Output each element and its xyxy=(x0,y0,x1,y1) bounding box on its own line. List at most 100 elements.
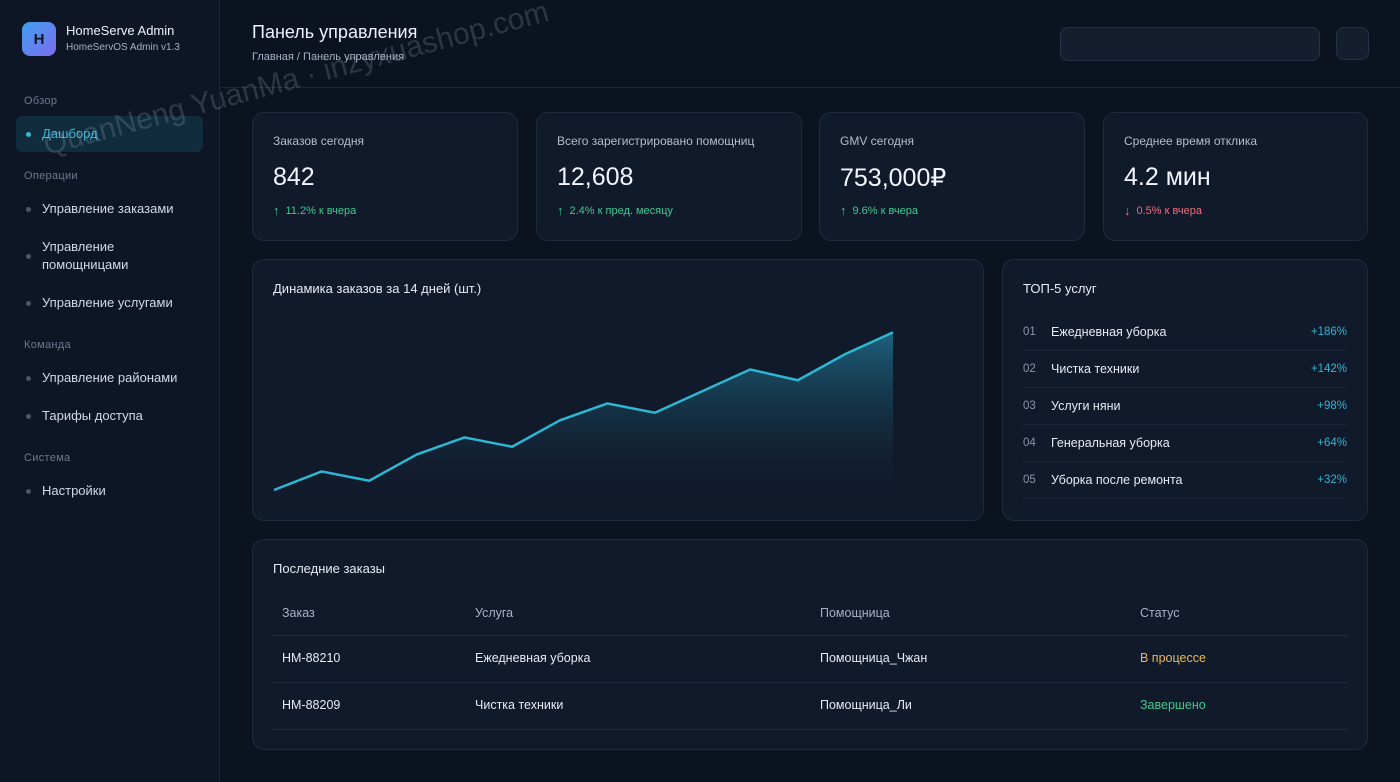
arrow-down-icon: ↓ xyxy=(1124,203,1131,218)
bullet-icon xyxy=(26,375,31,381)
nav-section-team: Команда xyxy=(24,339,71,351)
nav-section-overview: Обзор xyxy=(24,95,58,107)
list-item[interactable]: 04 Генеральная уборка +64% xyxy=(1023,425,1347,462)
service-name: Ежедневная уборка xyxy=(1051,325,1167,339)
brand-title: HomeServe Admin xyxy=(66,23,175,38)
kpi-card-gmv-today: GMV сегодня 753,000₽ ↑ 9.6% к вчера xyxy=(819,112,1085,241)
kpi-trend: ↑ 2.4% к пред. месяцу xyxy=(557,203,673,218)
sidebar-item-label: Управление помощницами xyxy=(42,239,129,272)
kpi-card-response-time: Среднее время отклика 4.2 мин ↓ 0.5% к в… xyxy=(1103,112,1368,241)
kpi-label: Заказов сегодня xyxy=(273,134,365,148)
kpi-trend: ↑ 11.2% к вчера xyxy=(273,203,356,218)
kpi-label: GMV сегодня xyxy=(840,134,914,148)
rank: 05 xyxy=(1023,474,1036,486)
sidebar-item-districts[interactable]: Управление районами xyxy=(16,369,203,387)
sidebar-item-label: Управление услугами xyxy=(42,295,173,310)
sidebar-item-services[interactable]: Управление услугами xyxy=(16,294,203,312)
kpi-trend-text: 9.6% к вчера xyxy=(852,204,918,217)
orders-area-chart xyxy=(273,331,894,492)
arrow-up-icon: ↑ xyxy=(557,203,564,218)
brand-subtitle: HomeServOS Admin v1.3 xyxy=(66,42,180,53)
top-services-card: ТОП-5 услуг 01 Ежедневная уборка +186% 0… xyxy=(1002,259,1368,521)
kpi-value: 753,000₽ xyxy=(840,164,947,192)
kpi-card-helpers-total: Всего зарегистрировано помощниц 12,608 ↑… xyxy=(536,112,802,241)
sidebar-item-dashboard[interactable]: Дашборд xyxy=(16,116,203,152)
series-line xyxy=(273,331,894,492)
bullet-icon xyxy=(26,253,31,259)
column-header-helper: Помощница xyxy=(820,606,890,620)
kpi-trend-text: 0.5% к вчера xyxy=(1136,204,1202,217)
bullet-icon xyxy=(26,300,31,306)
header-action-button[interactable] xyxy=(1336,27,1369,60)
bullet-icon xyxy=(26,131,31,137)
arrow-up-icon: ↑ xyxy=(273,203,280,218)
sidebar-item-label: Управление районами xyxy=(42,370,178,385)
kpi-trend: ↓ 0.5% к вчера xyxy=(1124,203,1202,218)
column-header-order: Заказ xyxy=(282,606,315,620)
divider xyxy=(273,682,1347,683)
kpi-label: Всего зарегистрировано помощниц xyxy=(557,134,755,148)
sidebar-item-settings[interactable]: Настройки xyxy=(16,482,203,500)
order-helper: Помощница_Чжан xyxy=(820,651,928,665)
page-title: Панель управления xyxy=(252,22,418,42)
kpi-value: 4.2 мин xyxy=(1124,163,1211,191)
service-name: Уборка после ремонта xyxy=(1051,473,1183,487)
service-name: Услуги няни xyxy=(1051,399,1121,413)
recent-orders-card: Последние заказы Заказ Услуга Помощница … xyxy=(252,539,1368,750)
kpi-trend: ↑ 9.6% к вчера xyxy=(840,203,918,218)
kpi-value: 842 xyxy=(273,163,315,191)
service-name: Генеральная уборка xyxy=(1051,436,1170,450)
service-growth: +186% xyxy=(1310,326,1347,338)
rank: 04 xyxy=(1023,437,1036,449)
divider xyxy=(273,729,1347,730)
nav-section-operations: Операции xyxy=(24,170,78,182)
arrow-up-icon: ↑ xyxy=(840,203,847,218)
service-growth: +32% xyxy=(1317,474,1347,486)
brand-logo: H xyxy=(22,22,56,56)
column-header-status: Статус xyxy=(1140,606,1180,620)
kpi-label: Среднее время отклика xyxy=(1124,134,1258,148)
bullet-icon xyxy=(26,488,31,494)
sidebar-item-label: Тарифы доступа xyxy=(42,408,143,423)
chart-title: Динамика заказов за 14 дней (шт.) xyxy=(273,281,482,296)
sidebar-item-label: Дашборд xyxy=(42,126,98,141)
sidebar-item-orders[interactable]: Управление заказами xyxy=(16,200,203,218)
rank: 02 xyxy=(1023,363,1036,375)
service-growth: +98% xyxy=(1317,400,1347,412)
nav-section-system: Система xyxy=(24,452,71,464)
service-growth: +64% xyxy=(1317,437,1347,449)
kpi-value: 12,608 xyxy=(557,163,634,191)
recent-orders-title: Последние заказы xyxy=(273,561,386,576)
order-service: Чистка техники xyxy=(475,698,564,712)
order-helper: Помощница_Ли xyxy=(820,698,912,712)
chart-card: Динамика заказов за 14 дней (шт.) xyxy=(252,259,984,521)
search-input[interactable] xyxy=(1060,27,1320,61)
sidebar-item-tariffs[interactable]: Тарифы доступа xyxy=(16,407,203,425)
kpi-trend-text: 11.2% к вчера xyxy=(285,204,357,217)
service-growth: +142% xyxy=(1310,363,1347,375)
order-id[interactable]: HM-88210 xyxy=(282,651,341,665)
sidebar-item-label: Настройки xyxy=(42,483,106,498)
status-badge: Завершено xyxy=(1140,698,1206,712)
bullet-icon xyxy=(26,206,31,212)
order-id[interactable]: HM-88209 xyxy=(282,698,341,712)
sidebar-item-label: Управление заказами xyxy=(42,201,174,216)
bullet-icon xyxy=(26,413,31,419)
list-item[interactable]: 03 Услуги няни +98% xyxy=(1023,388,1347,425)
status-badge: В процессе xyxy=(1140,651,1206,665)
breadcrumb: Главная / Панель управления xyxy=(252,51,405,63)
header: Панель управления Главная / Панель управ… xyxy=(221,0,1400,88)
rank: 01 xyxy=(1023,326,1036,338)
service-name: Чистка техники xyxy=(1051,362,1140,376)
list-item[interactable]: 01 Ежедневная уборка +186% xyxy=(1023,314,1347,351)
top-services-title: ТОП-5 услуг xyxy=(1023,281,1097,296)
kpi-card-orders-today: Заказов сегодня 842 ↑ 11.2% к вчера xyxy=(252,112,518,241)
list-item[interactable]: 02 Чистка техники +142% xyxy=(1023,351,1347,388)
sidebar-item-helpers[interactable]: Управление помощницами xyxy=(16,238,166,274)
column-header-service: Услуга xyxy=(475,606,514,620)
rank: 03 xyxy=(1023,400,1036,412)
divider xyxy=(273,635,1347,636)
order-service: Ежедневная уборка xyxy=(475,651,591,665)
list-item[interactable]: 05 Уборка после ремонта +32% xyxy=(1023,462,1347,499)
brand: H HomeServe Admin HomeServOS Admin v1.3 xyxy=(22,22,180,56)
